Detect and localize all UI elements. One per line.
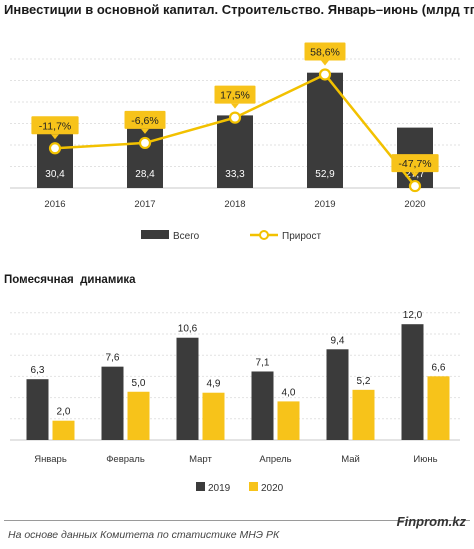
growth-value-label: 58,6% [310,46,340,58]
growth-label-pointer [51,134,59,140]
legend-label-growth: Прирост [282,231,321,242]
growth-value-label: 17,5% [220,90,250,102]
bar-2019-value-label: 6,3 [31,365,45,376]
bar-2020 [52,420,75,440]
bar-2020-value-label: 6,6 [432,362,446,373]
growth-label-box [304,42,346,61]
growth-point [48,142,62,155]
bar-2019 [26,379,49,440]
x-tick-label: Январь [34,454,67,465]
legend-swatch-total [141,230,169,239]
bar-2020-value-label: 2,0 [57,407,71,418]
bar-2019-value-label: 7,6 [106,353,120,364]
x-tick-label: Июнь [413,454,437,465]
legend-label-2019: 2019 [208,483,231,494]
legend-swatch-2019 [196,482,205,491]
growth-value-label: -11,7% [39,120,72,132]
x-tick-label: 2020 [404,199,425,210]
growth-label-pointer [411,172,419,178]
bar-2020 [427,376,450,440]
chart2-title: Помесячная динамика [4,274,136,286]
bar-2020 [127,391,150,440]
bar-2020-value-label: 5,2 [357,376,371,387]
x-tick-label: Февраль [106,454,145,465]
bar-2020-value-label: 4,9 [207,379,221,390]
bar-2020-value-label: 5,0 [132,378,146,389]
growth-label-pointer [231,103,239,109]
growth-label-box [214,85,256,104]
bar-2020 [352,389,375,440]
x-tick-label: Апрель [259,454,291,465]
bar-2019 [251,371,274,440]
x-tick-label: Март [189,454,212,465]
x-tick-label: 2018 [224,199,245,210]
growth-value-label: -47,7% [398,158,431,170]
x-tick-label: Май [341,454,360,465]
bar-value-label: 28,4 [135,169,155,180]
bar-2020-value-label: 4,0 [282,387,296,398]
bar-total [307,72,343,188]
bar-2019-value-label: 7,1 [256,357,270,368]
bar-2019-value-label: 12,0 [403,310,423,321]
bar-total [127,126,163,188]
legend-marker-growth [259,230,269,240]
bar-2020 [277,401,300,440]
bar-2019 [176,337,199,440]
bar-total [217,115,253,188]
bar-2019 [326,349,349,440]
footer-divider [4,520,470,521]
legend-swatch-2020 [249,482,258,491]
chart1-title: Инвестиции в основной капитал. Строитель… [4,2,474,17]
growth-label-box [391,154,439,173]
growth-label-pointer [321,60,329,66]
x-tick-label: 2017 [134,199,155,210]
annual-investment-chart: 30,4201628,4201733,3201852,9201927,72020… [10,42,460,242]
growth-point [408,179,422,193]
growth-point [138,136,152,150]
bar-2019-value-label: 10,6 [178,324,198,335]
growth-point [228,111,242,124]
source-note: На основе данных Комитета по статистике … [8,529,280,541]
growth-label-box [31,116,79,135]
growth-label-box [124,110,166,129]
bar-2020 [202,392,225,440]
brand-logo: Finprom.kz [396,514,466,529]
bar-value-label: 52,9 [315,169,335,180]
legend-label-2020: 2020 [261,483,284,494]
x-tick-label: 2019 [314,199,335,210]
growth-value-label: -6,6% [131,115,158,127]
x-tick-label: 2016 [44,199,65,210]
growth-point [318,68,332,81]
bar-2019 [101,366,124,440]
bar-2019-value-label: 9,4 [331,335,345,346]
bar-value-label: 30,4 [45,169,65,180]
bar-value-label: 33,3 [225,169,245,180]
bar-2019 [401,324,424,440]
growth-label-pointer [141,128,149,134]
legend-label-total: Всего [173,231,200,242]
monthly-dynamics-chart: 6,3 2,0 Январь 7,6 5,0 Февраль 10,6 4,9 Март 7,1 4… [10,310,460,494]
